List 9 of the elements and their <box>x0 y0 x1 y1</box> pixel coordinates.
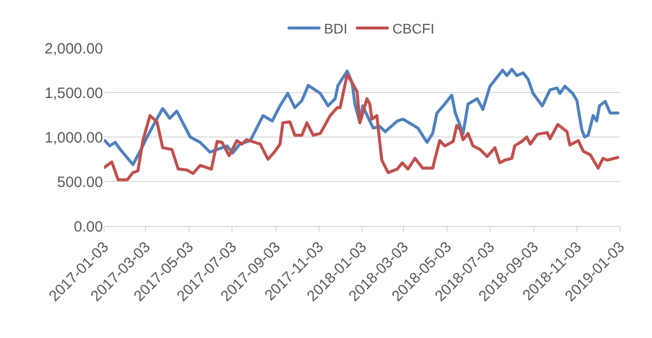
legend-label: BDI <box>324 20 348 36</box>
line-series <box>104 68 620 166</box>
y-tick-label: 0.00 <box>74 218 103 236</box>
y-tick-label: 500.00 <box>57 174 103 191</box>
legend-label: CBCFI <box>392 20 434 36</box>
line-series <box>104 73 620 182</box>
y-tick-label: 1,500.00 <box>44 84 103 102</box>
y-tick-label: 1,000.00 <box>44 129 103 146</box>
y-tick-label: 2,000.00 <box>44 40 103 58</box>
